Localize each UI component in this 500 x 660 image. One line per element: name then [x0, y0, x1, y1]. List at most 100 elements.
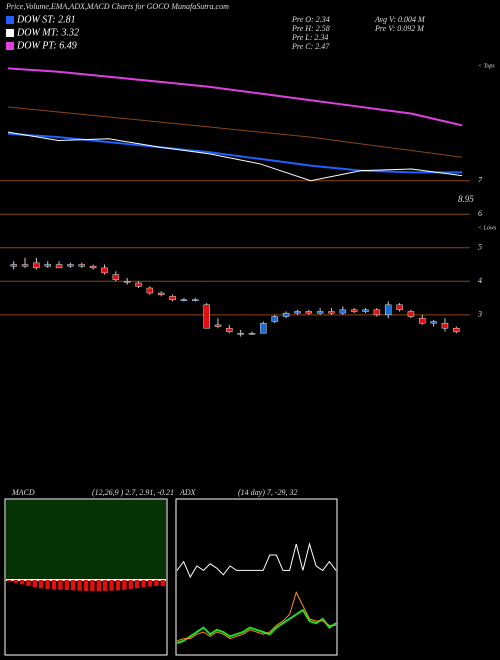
candle-body	[282, 312, 290, 317]
macd-bar	[128, 579, 133, 589]
candle-body	[248, 333, 256, 335]
macd-bar	[154, 579, 159, 586]
candle-body	[21, 264, 29, 267]
ema-line	[7, 67, 463, 127]
macd-bar	[141, 579, 146, 588]
macd-panel	[4, 498, 168, 656]
annotation: < Lows	[478, 225, 497, 231]
candle-body	[180, 299, 188, 301]
candle-body	[169, 296, 176, 300]
candle-body	[305, 311, 313, 314]
ema-line	[7, 106, 463, 158]
candle-body	[441, 322, 449, 329]
macd-bar	[51, 579, 57, 590]
info-text: Pre H: 2.58	[291, 24, 330, 33]
legend-label: DOW PT: 6.49	[16, 40, 77, 51]
adx-line	[176, 608, 337, 644]
macd-bar	[115, 579, 121, 591]
title: Price,Volume,EMA,ADX,MACD Charts for GOC…	[5, 2, 229, 11]
candle-body	[453, 327, 460, 332]
macd-params: (12,26,9 ) 2.7, 2.91, -0.21	[92, 488, 174, 497]
legend-swatch	[6, 29, 14, 37]
macd-bar	[32, 579, 37, 588]
macd-bar	[39, 579, 44, 589]
macd-bar	[135, 579, 140, 589]
annotation: < Tops	[478, 63, 495, 69]
candle-body	[350, 309, 358, 312]
candle-body	[146, 287, 154, 294]
macd-bar	[45, 579, 50, 589]
candle-body	[192, 299, 199, 301]
candle-body	[55, 264, 63, 269]
candle-body	[78, 264, 86, 267]
info-text: Pre O: 2.34	[291, 15, 330, 24]
candle-body	[294, 311, 301, 314]
info-text: Pre C: 2.47	[291, 42, 330, 51]
candle-body	[373, 309, 381, 316]
candle-body	[316, 311, 324, 314]
info-text: Pre L: 2.34	[291, 33, 328, 42]
annotation: 8.95	[458, 194, 474, 204]
candle-body	[33, 262, 40, 269]
macd-bar	[13, 579, 18, 583]
macd-bar	[103, 579, 108, 591]
candle-body	[328, 311, 335, 314]
macd-bar	[109, 579, 114, 591]
candle-body	[396, 304, 403, 311]
candle-body	[407, 311, 415, 317]
candle-body	[157, 292, 165, 295]
macd-bar	[90, 579, 95, 592]
candle-body	[135, 282, 142, 287]
info-text: Avg V: 0.004 M	[374, 15, 426, 24]
candle-body	[203, 304, 210, 329]
y-tick-label: 3	[477, 310, 482, 319]
y-tick-label: 6	[478, 209, 482, 218]
macd-bar	[83, 579, 89, 591]
y-tick-label: 4	[478, 276, 482, 285]
candle-body	[419, 317, 426, 324]
macd-bar	[58, 579, 63, 590]
macd-bar	[71, 579, 76, 591]
candle-body	[237, 333, 244, 335]
candle-body	[123, 281, 131, 283]
candle-body	[112, 274, 120, 280]
macd-label: MACD	[11, 488, 35, 497]
candle-body	[67, 264, 74, 267]
macd-bar	[26, 579, 31, 586]
candle-body	[430, 321, 437, 324]
info-text: Pre V: 0.092 M	[374, 24, 425, 33]
macd-bar	[147, 579, 153, 587]
candle-body	[101, 267, 108, 274]
macd-bar	[64, 579, 69, 591]
candle-body	[214, 324, 222, 327]
candle-body	[89, 265, 97, 269]
legend-swatch	[6, 42, 14, 50]
macd-bar	[96, 579, 101, 592]
candle-body	[260, 322, 267, 334]
y-tick-label: 5	[478, 243, 482, 252]
adx-label: ADX	[179, 488, 197, 497]
candle-body	[271, 316, 278, 322]
macd-bar	[77, 579, 82, 591]
legend-label: DOW MT: 3.32	[16, 27, 79, 38]
adx-line	[176, 542, 337, 579]
macd-bar	[19, 579, 25, 585]
legend-swatch	[6, 16, 14, 24]
macd-bar	[160, 579, 165, 587]
ema-line	[7, 131, 463, 182]
y-tick-label: 7	[478, 176, 483, 185]
adx-line	[176, 591, 336, 642]
candle-body	[10, 264, 17, 267]
adx-panel	[175, 498, 338, 656]
macd-bar	[7, 579, 12, 582]
adx-params: (14 day) 7, -29, 32	[238, 488, 298, 497]
candle-body	[339, 309, 347, 314]
candle-body	[44, 264, 51, 267]
candle-body	[362, 309, 369, 312]
candle-body	[226, 327, 233, 332]
candle-body	[384, 304, 392, 316]
macd-positive-area	[6, 500, 166, 580]
macd-bar	[122, 579, 127, 590]
legend-label: DOW ST: 2.81	[16, 14, 76, 25]
